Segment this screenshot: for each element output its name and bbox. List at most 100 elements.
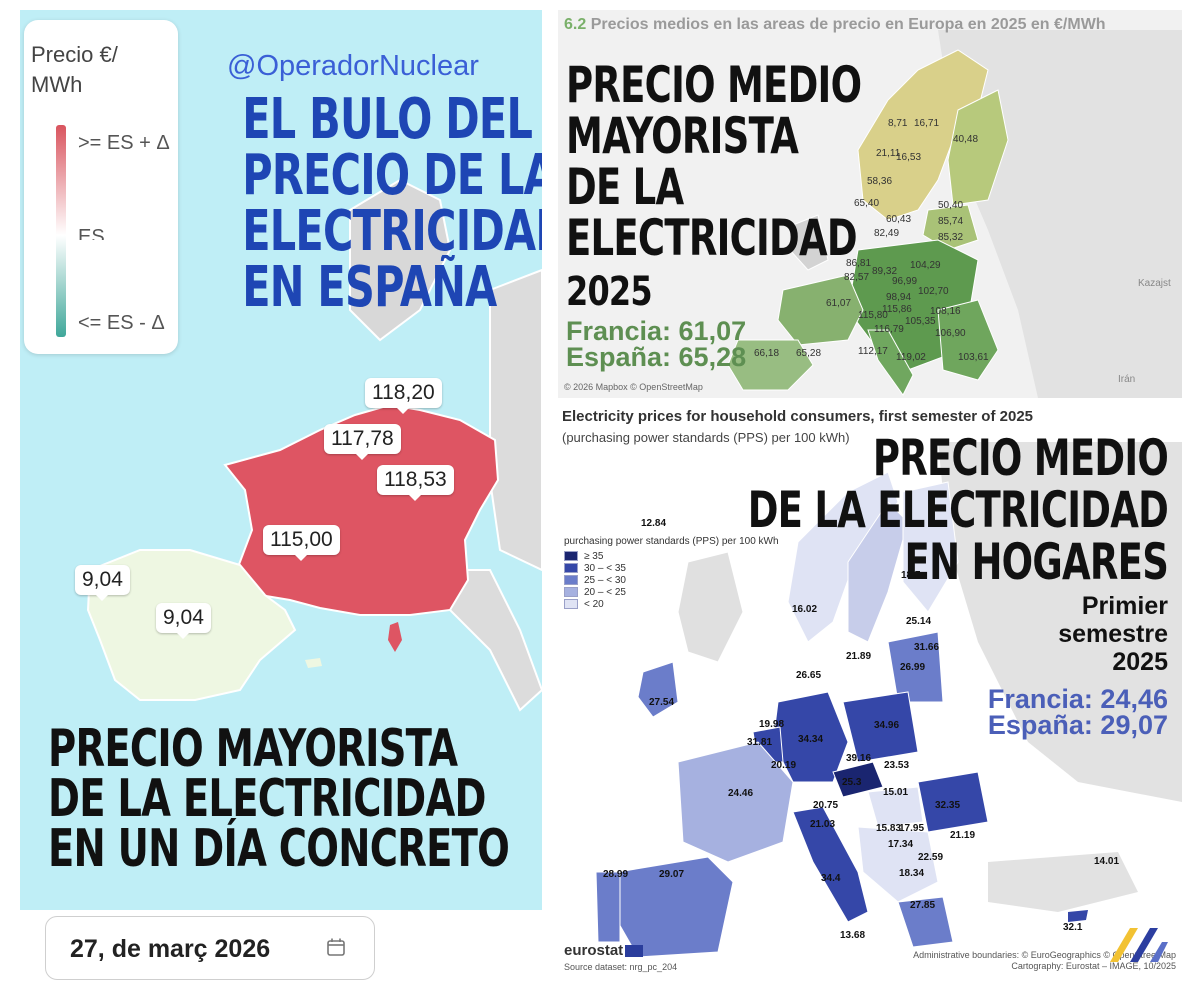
left-headline: EL BULO DEL PRECIO DE LA ELECTRICIDAD EN… bbox=[198, 92, 542, 320]
map-value-label: 66,18 bbox=[754, 348, 780, 359]
wholesale-chart-title: 6.2 Precios medios en las areas de preci… bbox=[564, 16, 1106, 34]
household-chart-subtitle: (purchasing power standards (PPS) per 10… bbox=[562, 430, 850, 445]
price-label-es: 9,04 bbox=[156, 603, 211, 639]
cyprus-shape-rb bbox=[1068, 910, 1088, 922]
caption-line: EN UN DÍA CONCRETO bbox=[48, 819, 510, 879]
map-value-label: 21,11 bbox=[876, 148, 901, 159]
source-dataset: Source dataset: nrg_pc_204 bbox=[564, 962, 678, 972]
map-value-label: 24.46 bbox=[728, 788, 754, 799]
uk-shape bbox=[349, 178, 452, 342]
map-value-label: 65,28 bbox=[796, 348, 822, 359]
legend-gradient-bar bbox=[56, 125, 66, 337]
map-credits: Administrative boundaries: © EuroGeograp… bbox=[913, 950, 1176, 972]
map-value-label: 26.65 bbox=[796, 670, 822, 681]
italy-shape bbox=[438, 569, 542, 712]
map-value-label: 115,80 bbox=[858, 310, 888, 321]
caption-line: PRECIO MAYORISTA bbox=[48, 719, 458, 779]
wholesale-year: 2025 bbox=[566, 269, 653, 315]
francia-wholesale: Francia: 61,07 bbox=[566, 316, 747, 346]
calendar-icon[interactable] bbox=[326, 937, 346, 957]
household-legend: purchasing power standards (PPS) per 100… bbox=[564, 536, 779, 610]
finland-shape-rb bbox=[902, 481, 959, 613]
left-caption: PRECIO MAYORISTA DE LA ELECTRICIDAD EN U… bbox=[48, 719, 542, 879]
headline-line: ELECTRICIDAD bbox=[566, 209, 858, 267]
map-value-label: 32.35 bbox=[935, 800, 961, 811]
map-value-label: 60,43 bbox=[886, 214, 912, 225]
author-handle: @OperadorNuclear bbox=[227, 50, 479, 82]
map-place-label: Irán bbox=[1118, 374, 1136, 385]
map-value-label: 21.03 bbox=[810, 819, 836, 830]
map-value-label: 29.07 bbox=[659, 869, 685, 880]
admin-credit: Administrative boundaries: © EuroGeograp… bbox=[913, 950, 1176, 960]
map-value-label: 82,49 bbox=[874, 228, 900, 239]
date-field[interactable]: 27, de març 2026 bbox=[45, 916, 375, 980]
headline-line: MAYORISTA bbox=[566, 107, 799, 165]
balearic-shape bbox=[305, 658, 322, 668]
map-value-label: 34.4 bbox=[821, 873, 841, 884]
map-value-label: 27.85 bbox=[910, 900, 936, 911]
map-value-label: 85,32 bbox=[938, 232, 964, 243]
map-value-label: 34.34 bbox=[798, 734, 824, 745]
francia-household: Francia: 24,46 bbox=[987, 684, 1168, 714]
map-value-label: 39.16 bbox=[846, 753, 872, 764]
legend-label: 30 – < 35 bbox=[584, 562, 626, 574]
map-credit: © 2026 Mapbox © OpenStreetMap bbox=[564, 382, 703, 392]
map-value-label: 102,70 bbox=[918, 286, 949, 297]
europe-wholesale-map bbox=[727, 30, 1182, 398]
map-value-label: 61,07 bbox=[826, 298, 852, 309]
price-label-fr-ne: 118,20 bbox=[365, 378, 442, 414]
map-value-label: 15.01 bbox=[883, 787, 909, 798]
legend-item: 20 – < 25 bbox=[564, 586, 779, 598]
uk-shape-rb bbox=[677, 551, 744, 663]
map-value-label: 15.83 bbox=[876, 823, 902, 834]
italy-shape-rt bbox=[867, 329, 914, 396]
map-value-label: 106,90 bbox=[935, 328, 966, 339]
europe-household-map bbox=[595, 442, 1182, 958]
map-value-label: 50,40 bbox=[938, 200, 964, 211]
corsica-shape bbox=[388, 622, 402, 652]
map-value-label: 25.3 bbox=[842, 777, 862, 788]
map-value-label: 31.81 bbox=[747, 737, 773, 748]
map-value-label: 85,74 bbox=[938, 216, 964, 227]
legend-low-label: <= ES - Δ bbox=[78, 312, 165, 334]
legend-title: Precio €/ MWh bbox=[31, 42, 118, 97]
semester-line: 2025 bbox=[1112, 648, 1168, 676]
czech-shape-rb bbox=[832, 761, 884, 798]
legend-swatch bbox=[564, 551, 578, 561]
map-value-label: 14.01 bbox=[1094, 856, 1120, 867]
france-shape-rt bbox=[777, 274, 864, 346]
price-label-fr-n: 117,78 bbox=[324, 424, 401, 460]
espana-wholesale: España: 65,28 bbox=[566, 342, 747, 372]
map-value-label: 23.53 bbox=[884, 760, 910, 771]
portugal-shape-rb bbox=[595, 871, 621, 943]
household-europe-panel: Electricity prices for household consume… bbox=[558, 402, 1182, 992]
headline-line: PRECIO DE LA bbox=[242, 143, 542, 208]
map-value-label: 65,40 bbox=[854, 198, 880, 209]
map-value-label: 98,94 bbox=[886, 292, 912, 303]
cartography-credit: Cartography: Eurostat – IMAGE, 10/2025 bbox=[1011, 961, 1176, 971]
title-number: 6.2 bbox=[564, 16, 587, 33]
baltic-shape-rb bbox=[887, 631, 944, 703]
map-value-label: 18.7 bbox=[901, 570, 921, 581]
map-value-label: 16,53 bbox=[896, 152, 922, 163]
price-label-pt: 9,04 bbox=[75, 565, 130, 601]
legend-label: < 20 bbox=[584, 598, 604, 610]
map-value-label: 20.75 bbox=[813, 800, 839, 811]
headline-line: EN ESPAÑA bbox=[242, 255, 497, 320]
legend-swatch bbox=[564, 575, 578, 585]
household-chart-title: Electricity prices for household consume… bbox=[562, 408, 1034, 425]
legend-swatch bbox=[564, 587, 578, 597]
map-value-label: 86,81 bbox=[846, 258, 872, 269]
price-legend: Precio €/ MWh >= ES + Δ ES <= ES - Δ bbox=[24, 20, 178, 354]
map-value-label: 18.34 bbox=[899, 868, 925, 879]
map-value-label: 17.95 bbox=[899, 823, 925, 834]
france-shape-rb bbox=[677, 741, 794, 863]
legend-label: ≥ 35 bbox=[584, 550, 604, 562]
map-value-label: 25.14 bbox=[906, 616, 932, 627]
baltic-shape bbox=[922, 204, 979, 251]
ireland-shape-rb bbox=[637, 661, 679, 718]
map-value-label: 82,57 bbox=[844, 272, 870, 283]
map-value-label: 20.19 bbox=[771, 760, 797, 771]
romania-shape-rb bbox=[917, 771, 989, 833]
semester-line: semestre bbox=[1058, 620, 1168, 648]
